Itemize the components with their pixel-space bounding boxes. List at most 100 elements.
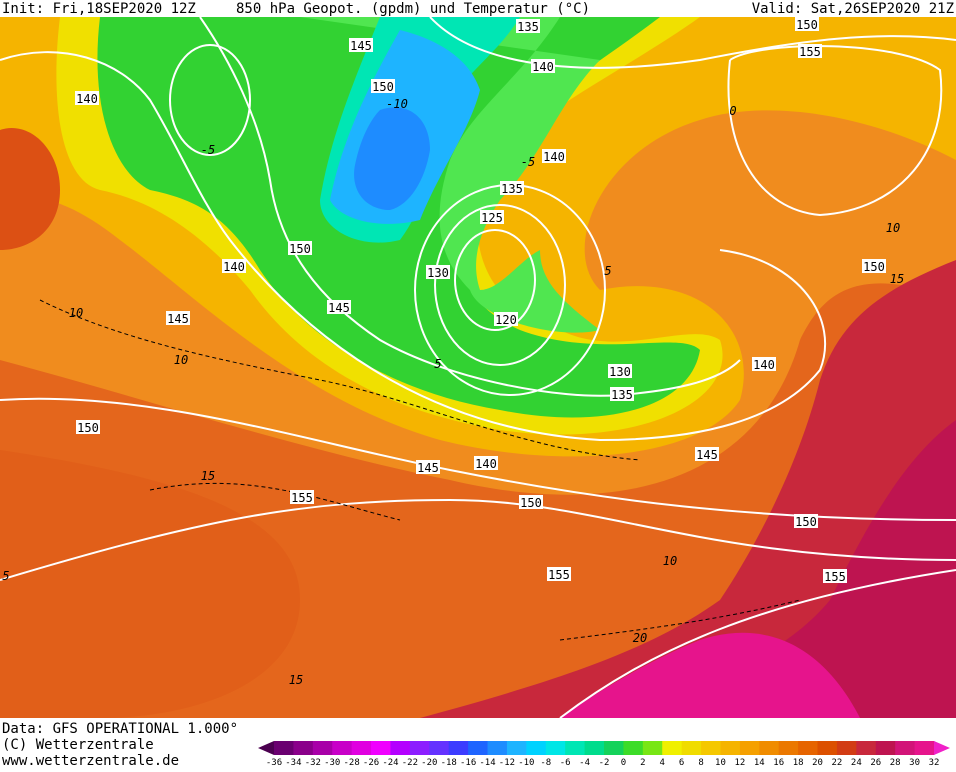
scale-label: -2 [599, 758, 610, 768]
label-box [222, 259, 246, 273]
website: www.wetterzentrale.de [2, 753, 179, 768]
scale-swatch [856, 741, 877, 755]
scale-swatch [468, 741, 489, 755]
geopotential-label: 155 [548, 568, 570, 582]
geopotential-label: 155 [799, 45, 821, 59]
scale-label: -22 [402, 758, 418, 768]
temperature-label: 10 [69, 306, 83, 320]
temperature-label: -10 [386, 97, 408, 111]
scale-label: 32 [929, 758, 940, 768]
scale-swatch [584, 741, 605, 755]
geopotential-label: 140 [753, 358, 775, 372]
geopotential-label: 135 [517, 20, 539, 34]
contour-labels: 140 145 135 140 150 155 150 140 135 125 150 140 130 1… [2, 17, 904, 687]
label-box [542, 149, 566, 163]
geopotential-label: 135 [611, 388, 633, 402]
label-box [519, 495, 543, 509]
scale-label: -28 [344, 758, 360, 768]
scale-swatch [293, 741, 314, 755]
label-box [823, 569, 847, 583]
label-box [608, 364, 632, 378]
geopotential-label: 125 [481, 211, 503, 225]
geopotential-label: 140 [475, 457, 497, 471]
geopotential-label: 150 [289, 242, 311, 256]
scale-swatch [875, 741, 896, 755]
temperature-label: -5 [201, 143, 215, 157]
scale-swatch [351, 741, 372, 755]
scale-label: -4 [579, 758, 590, 768]
geopotential-label: 130 [427, 266, 449, 280]
scale-swatch [526, 741, 547, 755]
label-box [416, 460, 440, 474]
map-title: 850 hPa Geopot. (gpdm) und Temperatur (°… [236, 1, 590, 17]
scale-label: -32 [305, 758, 321, 768]
label-box [516, 19, 540, 33]
scale-swatch [914, 741, 935, 755]
label-box [76, 420, 100, 434]
scale-label: 20 [812, 758, 823, 768]
scale-swatch [487, 741, 508, 755]
temperature-label: 10 [663, 554, 677, 568]
scale-swatch [895, 741, 916, 755]
header-bar [0, 0, 956, 17]
temperature-label: 10 [174, 353, 188, 367]
scale-label: 8 [698, 758, 703, 768]
label-box [610, 387, 634, 401]
label-box [290, 490, 314, 504]
label-box [798, 44, 822, 58]
scale-swatch [778, 741, 799, 755]
scale-swatch [409, 741, 430, 755]
label-box [862, 259, 886, 273]
scale-swatch [662, 741, 683, 755]
scale-label: -6 [560, 758, 571, 768]
geopotential-label: 150 [372, 80, 394, 94]
scale-label: -18 [441, 758, 457, 768]
label-box [795, 17, 819, 31]
scale-swatch [817, 741, 838, 755]
scale-swatch [332, 741, 353, 755]
temperature-label: -5 [521, 155, 535, 169]
label-box [500, 181, 524, 195]
scale-label: 22 [832, 758, 843, 768]
temp-field [354, 107, 430, 210]
scale-swatch [371, 741, 391, 755]
label-box [794, 514, 818, 528]
map [0, 17, 956, 718]
scale-swatch [681, 741, 702, 755]
valid-time: Valid: Sat,26SEP2020 21Z [752, 1, 954, 17]
label-box [371, 79, 395, 93]
geopotential-contours [0, 17, 956, 718]
scale-label: 30 [909, 758, 920, 768]
label-box [695, 447, 719, 461]
scale-label: 18 [793, 758, 804, 768]
temp-field [0, 450, 300, 718]
geopotential-label: 150 [863, 260, 885, 274]
temp-field [560, 632, 860, 718]
label-box [494, 312, 518, 326]
label-box [752, 357, 776, 371]
scale-label: -20 [421, 758, 437, 768]
temperature-label: 15 [890, 272, 904, 286]
geopotential-label: 140 [543, 150, 565, 164]
temp-field [560, 420, 956, 718]
geopotential-label: 120 [495, 313, 517, 327]
scale-swatch [739, 741, 760, 755]
label-box [426, 265, 450, 279]
scale-arrow [934, 741, 950, 755]
temperature-label: 15 [289, 673, 303, 687]
scale-swatch [798, 741, 819, 755]
scale-swatch [759, 741, 780, 755]
scale-label: 4 [660, 758, 665, 768]
scale-label: -10 [518, 758, 534, 768]
geopotential-label: 135 [501, 182, 523, 196]
scale-arrow [258, 741, 274, 755]
scale-swatch [565, 741, 586, 755]
scale-label: -36 [266, 758, 282, 768]
label-box [166, 311, 190, 325]
geopotential-label: 155 [824, 570, 846, 584]
scale-label: 26 [870, 758, 881, 768]
geopotential-label: 145 [167, 312, 189, 326]
scale-swatch [701, 741, 721, 755]
geopotential-label: 140 [76, 92, 98, 106]
geopotential-label: 130 [609, 365, 631, 379]
